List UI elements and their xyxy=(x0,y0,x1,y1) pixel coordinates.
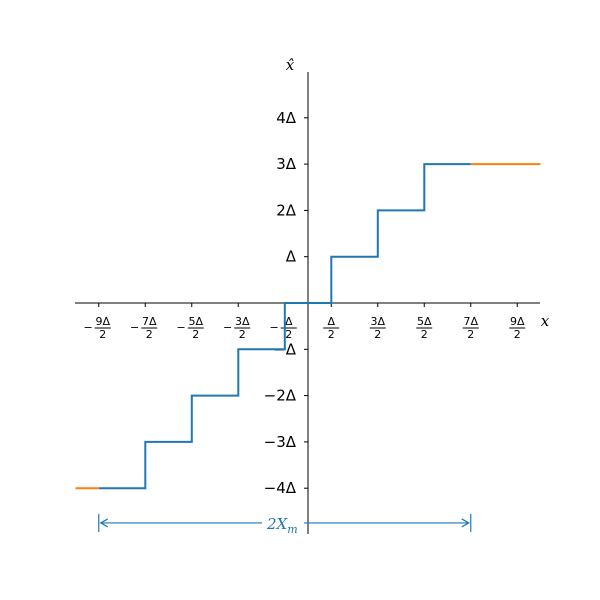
x-tick-numerator: 7Δ xyxy=(463,315,478,328)
x-tick-sign: − xyxy=(130,321,139,334)
y-tick-label: 2Δ xyxy=(276,201,297,219)
x-tick-denominator: 2 xyxy=(514,328,521,341)
y-tick-label: Δ xyxy=(286,248,297,266)
range-arrowhead-right xyxy=(461,518,470,528)
x-tick-denominator: 2 xyxy=(285,328,292,341)
y-axis-label: x̂ xyxy=(286,56,295,74)
range-arrowhead-left xyxy=(99,518,109,528)
annotation-layer: 2Xm xyxy=(98,513,472,536)
x-tick-numerator: Δ xyxy=(285,315,293,328)
x-tick-numerator: 9Δ xyxy=(510,315,525,328)
y-tick-label: −3Δ xyxy=(264,433,297,451)
x-tick-denominator: 2 xyxy=(328,328,335,341)
x-tick-numerator: 7Δ xyxy=(142,315,157,328)
y-tick-label: 3Δ xyxy=(276,155,297,173)
x-axis-label: x xyxy=(541,312,550,330)
x-tick-denominator: 2 xyxy=(99,328,106,341)
x-tick-denominator: 2 xyxy=(239,328,246,341)
y-tick-label: −2Δ xyxy=(264,387,297,405)
y-tick-label: −4Δ xyxy=(264,479,297,497)
x-tick-denominator: 2 xyxy=(374,328,381,341)
range-label: 2Xm xyxy=(266,515,298,536)
x-tick-numerator: 3Δ xyxy=(370,315,385,328)
x-tick-sign: − xyxy=(270,321,279,334)
x-tick-denominator: 2 xyxy=(146,328,153,341)
x-tick-denominator: 2 xyxy=(421,328,428,341)
x-tick-sign: − xyxy=(84,321,93,334)
x-tick-numerator: Δ xyxy=(327,315,335,328)
x-tick-numerator: 5Δ xyxy=(188,315,203,328)
series-layer xyxy=(75,163,541,490)
x-tick-sign: − xyxy=(177,321,186,334)
x-tick-numerator: 3Δ xyxy=(235,315,250,328)
quantizer-staircase-line xyxy=(98,163,471,490)
x-tick-denominator: 2 xyxy=(467,328,474,341)
x-tick-denominator: 2 xyxy=(192,328,199,341)
y-tick-label: 4Δ xyxy=(276,109,297,127)
x-tick-sign: − xyxy=(223,321,232,334)
x-tick-numerator: 5Δ xyxy=(417,315,432,328)
x-tick-numerator: 9Δ xyxy=(95,315,110,328)
